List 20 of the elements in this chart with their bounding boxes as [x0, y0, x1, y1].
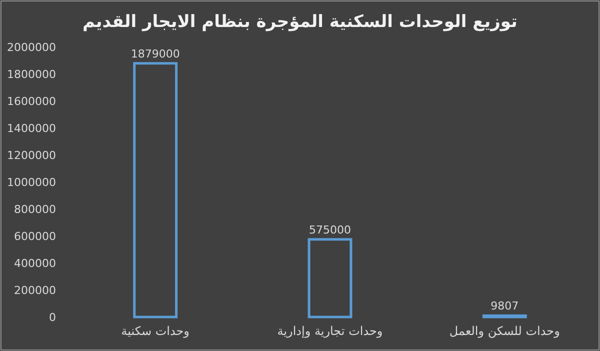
- y-tick-label: 1800000: [7, 68, 56, 81]
- y-tick-label: 0: [49, 311, 56, 324]
- data-label: 9807: [490, 300, 519, 313]
- x-tick-label: وحدات للسكن والعمل: [449, 324, 560, 338]
- x-tick-label: وحدات تجارية وإدارية: [277, 324, 383, 338]
- y-tick-label: 2000000: [7, 41, 56, 54]
- data-label: 575000: [309, 223, 351, 236]
- x-tick-label: وحدات سكنية: [121, 324, 190, 338]
- chart-title: توزيع الوحدات السكنية المؤجرة بنظام الايجار القديم: [82, 12, 518, 32]
- data-label: 1879000: [130, 47, 180, 60]
- y-tick-label: 1400000: [7, 122, 56, 135]
- y-tick-label: 400000: [14, 257, 56, 270]
- y-tick-label: 200000: [14, 284, 56, 297]
- y-tick-label: 800000: [14, 203, 56, 216]
- y-tick-label: 1200000: [7, 149, 56, 162]
- y-tick-label: 1600000: [7, 95, 56, 108]
- y-tick-label: 600000: [14, 230, 56, 243]
- bar: [308, 238, 352, 318]
- y-tick-label: 1000000: [7, 176, 56, 189]
- bar: [133, 62, 178, 318]
